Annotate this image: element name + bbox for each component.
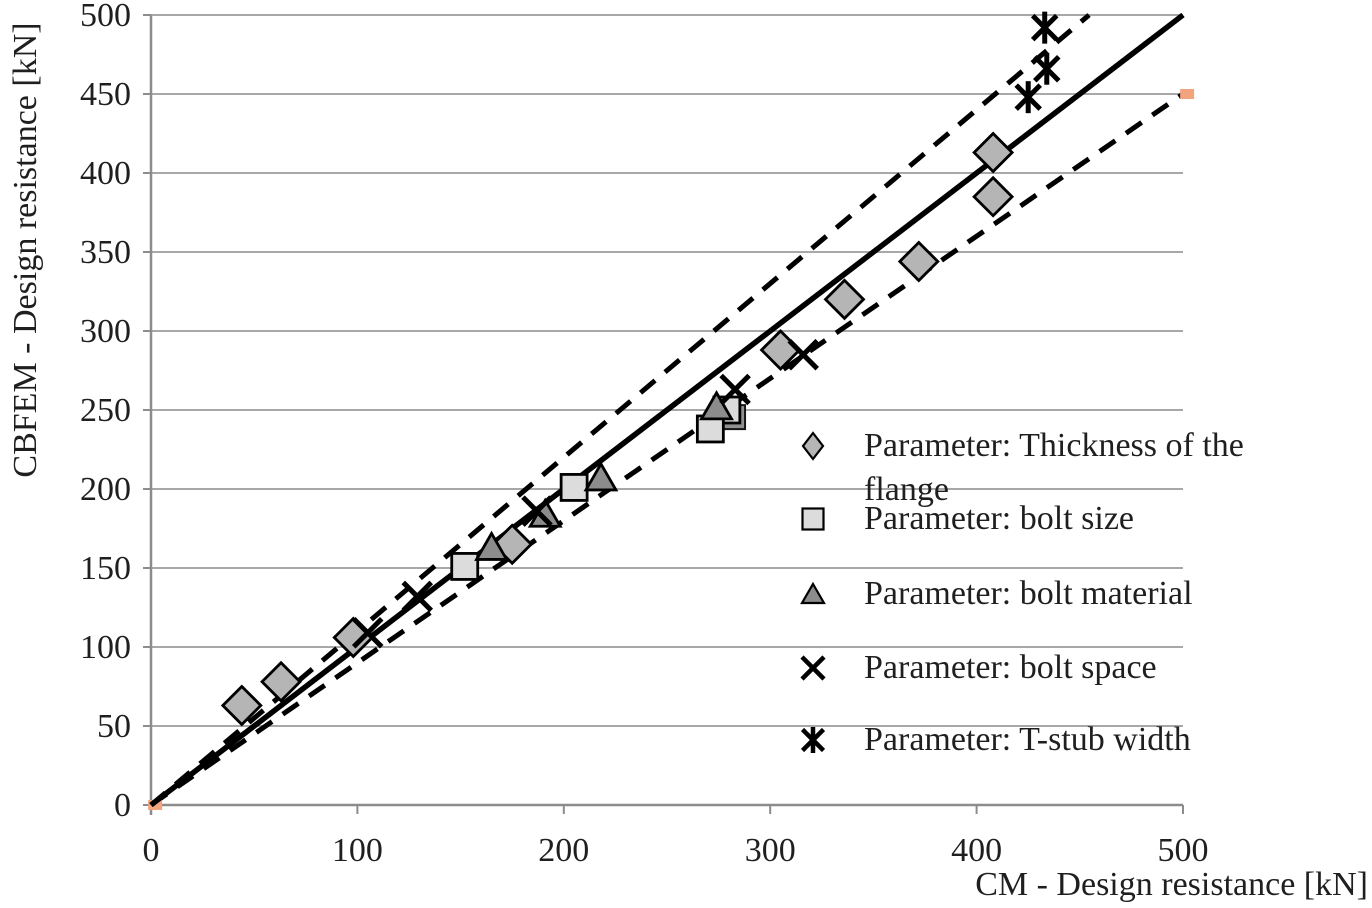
legend-item-bolt-space: Parameter: bolt space	[795, 646, 1157, 690]
x-tick-labels: 0 100 200 300 400 500	[143, 832, 1209, 869]
y-tick-label: 500	[80, 0, 131, 34]
y-tick-label: 300	[80, 313, 131, 350]
legend-asterisk-marker-icon	[795, 718, 831, 762]
y-tick-label: 400	[80, 155, 131, 192]
x-tick-label: 0	[143, 832, 160, 869]
legend-square-marker-icon	[795, 497, 831, 541]
legend-label: Parameter: bolt space	[864, 649, 1157, 686]
x-tick-label: 400	[951, 832, 1002, 869]
legend-label: Parameter: bolt material	[864, 575, 1193, 612]
legend-triangle-marker-icon	[795, 572, 831, 616]
x-tick-label: 100	[332, 832, 383, 869]
chart-legend: Parameter: Thickness of the flange Param…	[795, 0, 1372, 908]
legend-item-bolt-material: Parameter: bolt material	[795, 572, 1193, 616]
legend-item-thickness-of-the-flange: Parameter: Thickness of the flange	[795, 424, 1244, 512]
x-tick-label: 500	[1158, 832, 1209, 869]
series-parameter-t-stub-width	[1014, 11, 1061, 114]
axes	[149, 15, 1183, 815]
legend-label: Parameter: T-stub width	[864, 721, 1191, 758]
y-tick-label: 350	[80, 234, 131, 271]
y-tick-label: 450	[80, 76, 131, 113]
y-tick-label: 150	[80, 550, 131, 587]
y-tick-labels: 0 50 100 150 200 250 300 350 400 450 500	[80, 0, 131, 824]
x-tick-label: 200	[538, 832, 589, 869]
legend-x-marker-icon	[795, 646, 831, 690]
y-tick-label: 100	[80, 629, 131, 666]
y-axis-title: CBFEM - Design resistance [kN]	[7, 22, 44, 478]
legend-item-bolt-size: Parameter: bolt size	[795, 497, 1134, 541]
y-tick-label: 250	[80, 392, 131, 429]
x-axis-title: CM - Design resistance [kN]	[975, 866, 1368, 903]
y-tick-label: 50	[97, 708, 131, 745]
reference-line-equality	[149, 12, 1185, 808]
reference-line-plus-10-percent	[149, 13, 1091, 807]
series-parameter-bolt-space	[351, 338, 819, 649]
y-tick-label: 0	[114, 787, 131, 824]
series-parameter-bolt-material	[474, 390, 734, 561]
y-tick-label: 200	[80, 471, 131, 508]
reference-line-endpoint-marker	[1180, 89, 1195, 99]
x-tick-label: 300	[745, 832, 796, 869]
legend-diamond-marker-icon	[795, 424, 831, 468]
legend-label: Parameter: bolt size	[864, 500, 1135, 537]
legend-item-t-stub-width: Parameter: T-stub width	[795, 718, 1191, 762]
legend-label: Parameter: Thickness of the flange	[864, 427, 1244, 508]
